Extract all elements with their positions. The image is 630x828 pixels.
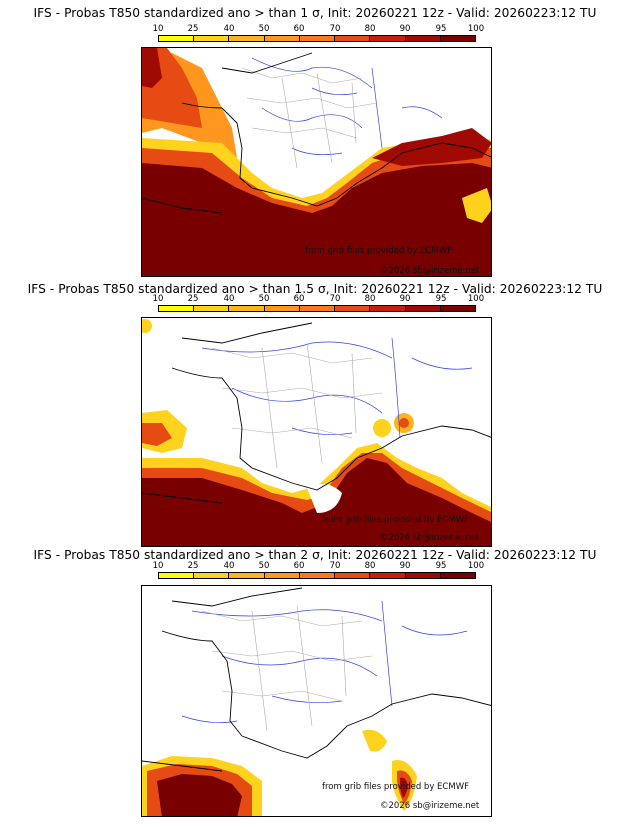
source-credit: from grib files provided by ECMWF [305,246,452,256]
colorbar-1 [158,35,476,42]
colorbar-swatch [370,573,406,578]
colorbar-swatch [159,573,195,578]
colorbar-swatch [264,573,300,578]
colorbar-swatch [405,36,441,41]
colorbar-swatch [159,36,195,41]
tick: 40 [223,294,235,304]
probability-field [142,48,491,276]
tick: 95 [435,561,447,571]
panel-3: IFS - Probas T850 standardized ano > tha… [0,548,630,828]
tick: 100 [467,294,485,304]
colorbar-swatch [194,36,230,41]
rivers [251,57,443,155]
rivers [181,600,468,723]
colorbar-swatch [440,36,475,41]
source-credit: from grib files provided by ECMWF [322,782,469,792]
colorbar-swatch [440,573,475,578]
tick: 80 [364,561,376,571]
colorbar-swatch [229,573,265,578]
tick: 50 [258,294,270,304]
colorbar-swatch [405,306,441,311]
admin-borders [211,342,383,469]
tick: 100 [467,24,485,34]
colorbar-swatch [335,573,371,578]
colorbar-swatch [440,306,475,311]
tick: 10 [152,294,164,304]
tick: 50 [258,24,270,34]
colorbar-swatch [299,573,336,578]
map-2 [141,317,492,547]
tick: 90 [399,24,411,34]
tick: 90 [399,294,411,304]
tick: 90 [399,561,411,571]
panel-1: IFS - Probas T850 standardized ano > tha… [0,0,630,278]
panel-1-title: IFS - Probas T850 standardized ano > tha… [33,6,597,20]
tick: 70 [329,294,341,304]
tick: 95 [435,294,447,304]
colorbar-swatch [159,306,195,311]
map-1 [141,47,492,277]
colorbar-2 [158,305,476,312]
colorbar-swatch [299,36,336,41]
copyright-credit: ©2026 sb@irizeme.net [380,266,480,276]
admin-borders [201,605,373,732]
probability-field [142,729,417,816]
colorbar-swatch [335,306,371,311]
tick: 25 [187,561,199,571]
tick: 25 [187,24,199,34]
tick: 40 [223,561,235,571]
colorbar-3 [158,572,476,579]
rivers [201,337,473,439]
source-credit: from grib files provided by ECMWF [322,515,469,525]
tick: 70 [329,24,341,34]
colorbar-swatch [335,36,371,41]
colorbar-swatch [194,306,230,311]
colorbar-swatch [299,306,336,311]
tick: 60 [293,561,305,571]
coastline [142,587,491,772]
copyright-credit: ©2026 sb@irizeme.net [380,801,480,811]
tick: 50 [258,561,270,571]
colorbar-swatch [229,36,265,41]
panel-3-title: IFS - Probas T850 standardized ano > tha… [33,548,597,562]
tick: 10 [152,24,164,34]
tick: 80 [364,294,376,304]
tick: 60 [293,294,305,304]
colorbar-swatch [264,306,300,311]
tick: 80 [364,24,376,34]
coastline [142,52,491,214]
tick: 25 [187,294,199,304]
tick: 100 [467,561,485,571]
tick: 60 [293,24,305,34]
tick: 70 [329,561,341,571]
colorbar-2-ticks: 10 25 40 50 60 70 80 90 95 100 [0,294,630,304]
panel-2-title: IFS - Probas T850 standardized ano > tha… [27,282,603,296]
colorbar-swatch [370,306,406,311]
map-3 [141,585,492,817]
tick: 40 [223,24,235,34]
colorbar-3-ticks: 10 25 40 50 60 70 80 90 95 100 [0,561,630,571]
panel-2: IFS - Probas T850 standardized ano > tha… [0,278,630,548]
admin-borders [241,67,378,169]
colorbar-swatch [370,36,406,41]
colorbar-swatch [264,36,300,41]
colorbar-swatch [405,573,441,578]
copyright-credit: ©2026 sb@irizeme.net [380,533,480,543]
tick: 10 [152,561,164,571]
colorbar-swatch [194,573,230,578]
coastline [142,322,491,504]
colorbar-1-ticks: 10 25 40 50 60 70 80 90 95 100 [0,24,630,34]
tick: 95 [435,24,447,34]
colorbar-swatch [229,306,265,311]
